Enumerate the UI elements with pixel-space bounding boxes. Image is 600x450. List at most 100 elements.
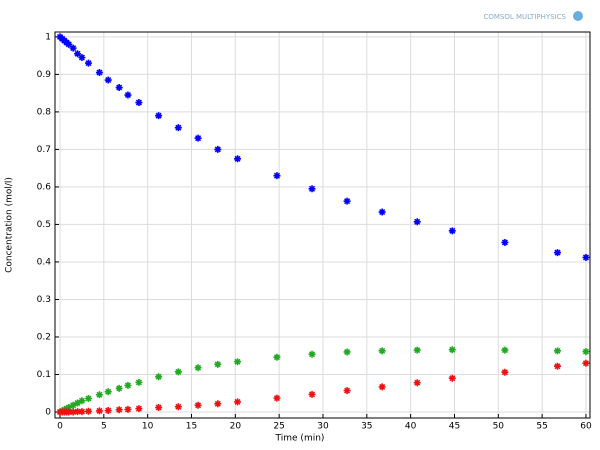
marker	[124, 405, 132, 413]
marker	[234, 155, 242, 163]
marker	[95, 391, 103, 399]
x-tick-label: 0	[57, 422, 63, 432]
marker	[273, 172, 281, 180]
marker	[174, 368, 182, 376]
y-tick-label: 0.7	[37, 145, 51, 155]
marker	[174, 124, 182, 132]
marker	[155, 373, 163, 381]
marker	[84, 407, 92, 415]
marker	[115, 406, 123, 414]
marker	[135, 405, 143, 413]
marker	[343, 197, 351, 205]
x-tick-label: 60	[580, 422, 592, 432]
marker	[115, 84, 123, 92]
marker	[378, 208, 386, 216]
x-tick-label: 10	[142, 422, 154, 432]
x-tick-label: 40	[405, 422, 417, 432]
y-tick-label: 1	[45, 32, 51, 42]
marker	[308, 350, 316, 358]
marker	[104, 76, 112, 84]
marker	[448, 346, 456, 354]
marker	[174, 403, 182, 411]
marker	[74, 399, 82, 407]
y-tick-label: 0.2	[37, 332, 51, 342]
x-tick-label: 5	[101, 422, 107, 432]
marker	[104, 388, 112, 396]
marker	[74, 50, 82, 58]
marker	[155, 403, 163, 411]
marker	[95, 407, 103, 415]
marker	[84, 59, 92, 67]
marker	[273, 394, 281, 402]
marker	[343, 348, 351, 356]
y-tick-label: 0.3	[37, 295, 51, 305]
x-tick-label: 50	[493, 422, 505, 432]
marker	[378, 347, 386, 355]
marker	[194, 134, 202, 142]
x-tick-label: 30	[317, 422, 329, 432]
y-tick-label: 0.5	[37, 220, 51, 230]
marker	[501, 346, 509, 354]
marker	[115, 384, 123, 392]
marker	[234, 398, 242, 406]
plot-frame	[54, 31, 591, 419]
x-tick-label: 55	[536, 422, 547, 432]
y-axis-label: Concentration (mol/l)	[5, 177, 15, 273]
marker	[65, 403, 73, 411]
marker	[84, 394, 92, 402]
marker	[413, 218, 421, 226]
marker	[95, 69, 103, 77]
y-tick-label: 0.9	[37, 70, 52, 80]
marker	[582, 348, 590, 356]
marker	[413, 346, 421, 354]
marker	[308, 185, 316, 193]
y-tick-label: 0.4	[37, 257, 52, 267]
marker	[65, 40, 73, 48]
marker	[65, 408, 73, 416]
marker	[135, 99, 143, 107]
x-tick-label: 45	[449, 422, 460, 432]
y-tick-label: 0.1	[37, 370, 51, 380]
marker	[74, 408, 82, 416]
y-tick-label: 0	[45, 407, 51, 417]
marker	[553, 347, 561, 355]
marker	[78, 408, 86, 416]
watermark-logo	[573, 11, 583, 21]
x-tick-label: 35	[361, 422, 372, 432]
marker	[194, 364, 202, 372]
y-tick-label: 0.8	[37, 107, 52, 117]
marker	[124, 381, 132, 389]
marker	[214, 145, 222, 153]
x-tick-label: 25	[273, 422, 284, 432]
marker	[104, 406, 112, 414]
x-tick-label: 15	[186, 422, 197, 432]
marker	[194, 401, 202, 409]
marker	[448, 227, 456, 235]
marker	[69, 44, 77, 52]
marker	[413, 379, 421, 387]
x-axis-label: Time (min)	[275, 434, 325, 444]
marker	[124, 91, 132, 99]
marker	[378, 383, 386, 391]
marker	[448, 374, 456, 382]
marker	[553, 362, 561, 370]
watermark: COMSOL MULTIPHYSICS	[483, 13, 566, 21]
marker	[273, 353, 281, 361]
marker	[135, 378, 143, 386]
marker	[214, 400, 222, 408]
marker	[78, 54, 86, 62]
marker	[234, 358, 242, 366]
marker	[69, 408, 77, 416]
marker	[69, 401, 77, 409]
y-tick-label: 0.6	[37, 182, 52, 192]
x-tick-label: 20	[230, 422, 242, 432]
marker	[582, 253, 590, 261]
marker	[501, 368, 509, 376]
marker	[155, 112, 163, 120]
marker	[78, 397, 86, 405]
marker	[553, 249, 561, 257]
marker	[582, 359, 590, 367]
marker	[308, 390, 316, 398]
